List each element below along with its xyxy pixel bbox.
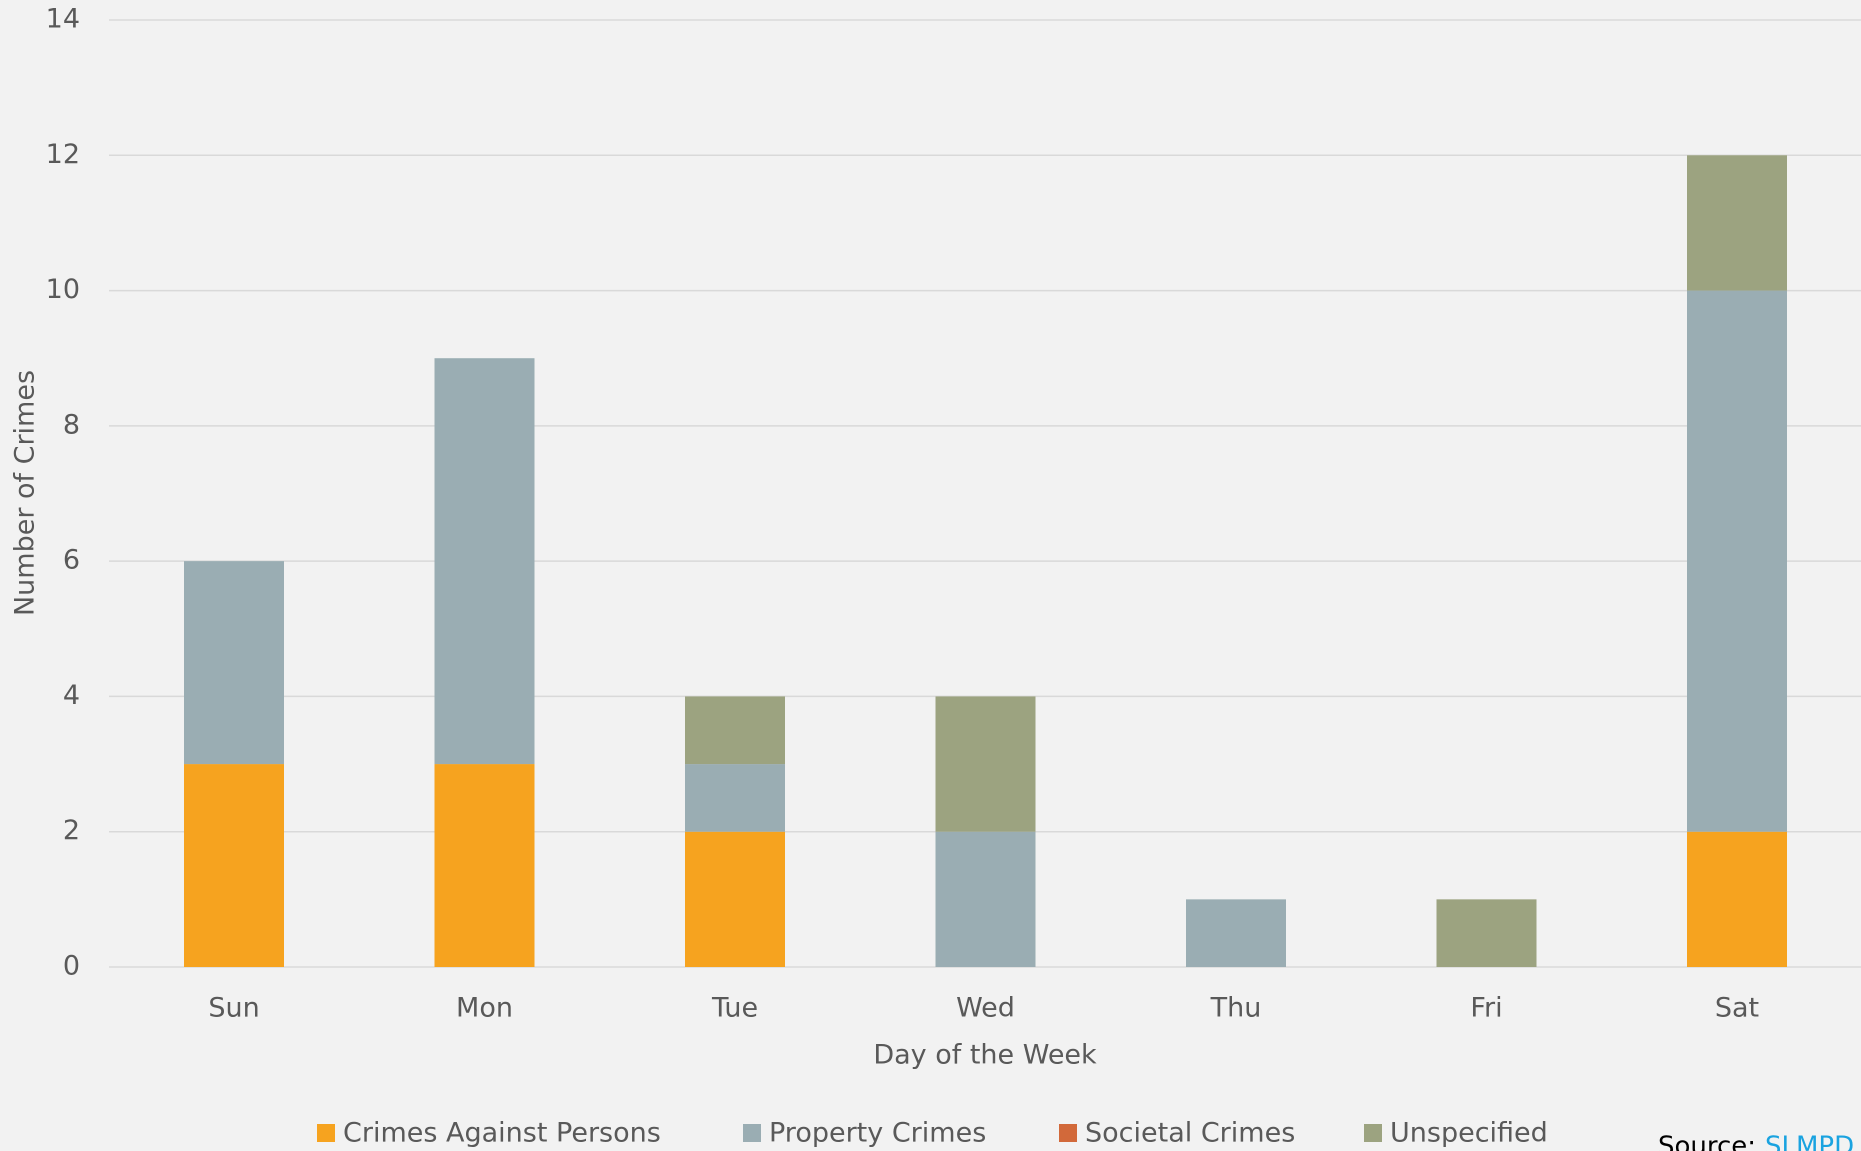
legend-label: Societal Crimes [1085, 1118, 1295, 1149]
bar-segment [1436, 899, 1537, 967]
bar-segment [1687, 831, 1787, 967]
bar-segment [685, 696, 785, 765]
legend-label: Crimes Against Persons [343, 1118, 661, 1149]
y-tick-label: 6 [63, 545, 80, 576]
y-tick-label: 2 [63, 815, 80, 846]
x-tick-label: Sun [208, 993, 259, 1024]
bar-segment [935, 696, 1036, 832]
legend-swatch [743, 1124, 761, 1142]
bar-segment [685, 764, 785, 832]
x-tick-label: Thu [1210, 993, 1262, 1024]
bar-segment [1687, 290, 1787, 832]
y-axis-title: Number of Crimes [10, 370, 41, 616]
bar-segment [434, 764, 535, 967]
y-tick-label: 14 [46, 4, 80, 35]
x-tick-label: Mon [456, 993, 513, 1024]
legend-swatch [1364, 1124, 1382, 1142]
legend-swatch [1059, 1124, 1077, 1142]
y-tick-label: 10 [46, 274, 80, 305]
legend-label: Property Crimes [769, 1118, 986, 1149]
x-tick-label: Fri [1470, 993, 1502, 1024]
bar-segment [935, 831, 1036, 967]
bar-segment [184, 561, 284, 765]
source-link[interactable]: SLMPD [1765, 1132, 1854, 1151]
source-label: Source: [1658, 1132, 1756, 1151]
bar-segment [434, 358, 535, 765]
x-tick-label: Sat [1715, 993, 1759, 1024]
y-tick-label: 12 [46, 139, 80, 170]
y-tick-label: 4 [63, 680, 80, 711]
legend-label: Unspecified [1390, 1118, 1548, 1149]
x-tick-label: Tue [711, 993, 758, 1024]
y-tick-label: 8 [63, 409, 80, 440]
bar-segment [1186, 899, 1286, 967]
bar-segment [685, 831, 785, 967]
x-tick-label: Wed [956, 993, 1015, 1024]
bar-segment [1687, 155, 1787, 291]
legend-swatch [317, 1124, 335, 1142]
y-tick-label: 0 [63, 951, 80, 982]
bar-segment [184, 764, 284, 967]
x-axis-title: Day of the Week [873, 1040, 1097, 1071]
